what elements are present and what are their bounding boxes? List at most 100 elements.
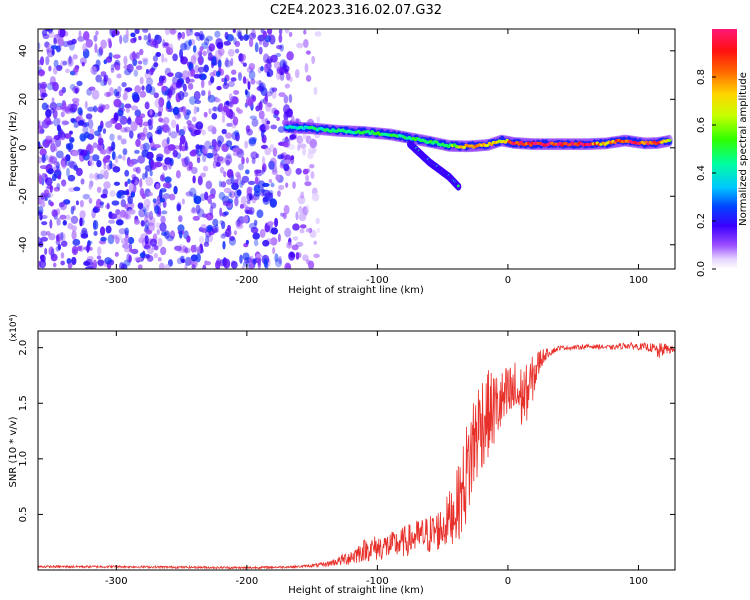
spectrogram-noise-blob: [220, 233, 226, 239]
spectrogram-noise-blob: [67, 103, 75, 112]
spectrogram-noise-blob: [71, 230, 77, 241]
spectrogram-noise-blob: [124, 169, 130, 177]
spectrogram-noise-blob: [188, 39, 192, 47]
spectrogram-noise-blob: [72, 85, 80, 94]
snr-x-label: Height of straight line (km): [288, 585, 424, 596]
spectrogram-noise-blob: [143, 198, 151, 208]
spectrogram-noise-blob: [236, 29, 243, 38]
spectrogram-noise-blob: [60, 111, 65, 118]
spectrogram-noise-blob: [313, 240, 317, 245]
spectrogram-noise-blob: [114, 251, 119, 257]
spectrogram-noise-blob: [49, 156, 58, 164]
spectrogram-noise-blob: [268, 160, 275, 171]
spectrogram-noise-blob: [224, 59, 232, 68]
spectrogram-noise-blob: [282, 104, 291, 115]
spectrogram-noise-blob: [301, 147, 307, 156]
spectrogram-noise-blob: [264, 93, 268, 102]
spectrogram-noise-blob: [79, 57, 87, 65]
spectrogram-noise-blob: [231, 131, 239, 141]
spectrogram-noise-blob: [227, 224, 232, 232]
spectrogram-noise-blob: [71, 225, 77, 232]
spectrogram-noise-blob: [298, 205, 303, 214]
spectrogram-noise-blob: [303, 29, 307, 35]
spectrogram-noise-blob: [41, 29, 48, 37]
spectrogram-noise-blob: [152, 144, 161, 149]
spectrogram-noise-blob: [60, 260, 65, 266]
spectrogram-noise-blob: [149, 109, 153, 116]
spectrogram-noise-blob: [144, 219, 150, 230]
spectrogram-noise-blob: [286, 51, 294, 61]
spectrogram-noise-blob: [259, 124, 266, 132]
spectrogram-noise-blob: [234, 48, 240, 54]
spectrogram-noise-blob: [297, 144, 301, 151]
spectrogram-noise-blob: [189, 96, 197, 105]
spectrogram-noise-blob: [82, 48, 90, 59]
spectrogram-noise-blob: [196, 50, 201, 55]
spectrogram-noise-blob: [297, 195, 306, 205]
spectrogram-noise-blob: [291, 244, 299, 251]
spectrogram-noise-blob: [166, 100, 172, 110]
spectrogram-noise-blob: [274, 258, 283, 268]
spectrogram-noise-blob: [229, 101, 233, 107]
spectrogram-noise-blob: [252, 232, 260, 240]
spectrogram-noise-blob: [63, 133, 72, 139]
spectrogram-noise-blob: [133, 69, 139, 77]
spectrogram-noise-blob: [94, 43, 98, 54]
spectrogram-noise-blob: [133, 219, 140, 225]
spectrogram-noise-blob: [107, 77, 112, 86]
spectrogram-noise-blob: [262, 195, 270, 206]
spectrogram-noise-blob: [50, 142, 56, 153]
spectrogram-noise-blob: [54, 106, 63, 111]
spectrogram-noise-blob: [88, 183, 92, 191]
spectrogram-noise-blob: [100, 193, 108, 199]
spectrogram-noise-blob: [38, 125, 44, 135]
spectrogram-noise-blob: [134, 180, 139, 186]
spectrogram-noise-blob: [307, 151, 314, 160]
spectrogram-noise-blob: [70, 117, 76, 123]
spectrogram-noise-blob: [157, 257, 162, 262]
spectrogram-noise-blob: [242, 76, 247, 84]
snr-y-label: SNR (10 * v/v): [8, 416, 19, 487]
spectrogram-noise-blob: [242, 53, 246, 61]
spectrogram-noise-blob: [95, 74, 102, 83]
spectrogram-noise-blob: [72, 101, 80, 107]
spectrogram-noise-blob: [116, 73, 122, 79]
spectrogram-noise-blob: [214, 98, 221, 103]
spectrogram-noise-blob: [234, 40, 241, 48]
spectrogram-noise-blob: [139, 76, 144, 85]
spectrogram-noise-blob: [72, 67, 79, 73]
spectrogram-noise-blob: [142, 29, 149, 33]
spectrogram-noise-blob: [53, 117, 61, 127]
spectrogram-noise-blob: [162, 123, 169, 132]
spectrogram-noise-blob: [304, 181, 312, 187]
spectrogram-noise-blob: [158, 189, 163, 200]
spectrogram-noise-blob: [141, 57, 149, 62]
spectrogram-noise-blob: [288, 251, 296, 261]
spectrogram-noise-blob: [122, 92, 128, 101]
spectrogram-noise-blob: [160, 246, 167, 256]
spectrogram-noise-blob: [235, 219, 243, 228]
spectrogram-noise-blob: [64, 68, 70, 74]
snr-panel: -300 -200 -100 0 100 0.5 1.0 1.5 2.0 Height of …: [8, 314, 676, 596]
spectrogram-noise-blob: [233, 37, 237, 45]
snr-y-tick-label: 1.0: [18, 451, 29, 467]
spectrogram-noise-blob: [222, 240, 226, 250]
colorbar-tick-label: 0.6: [696, 117, 707, 133]
spectrogram-noise-blob: [142, 173, 146, 181]
spectrogram-noise-blob: [123, 259, 131, 267]
spectrogram-noise-blob: [225, 100, 230, 106]
spectrogram-noise-blob: [265, 261, 269, 269]
spectrogram-noise-blob: [208, 43, 216, 52]
spectrogram-noise-blob: [315, 217, 320, 225]
spectrogram-noise-blob: [55, 102, 63, 107]
spectrogram-noise-blob: [305, 204, 310, 214]
spectrogram-noise-blob: [48, 30, 55, 39]
spectrogram-noise-blob: [172, 53, 178, 62]
spectrogram-noise-blob: [262, 239, 270, 247]
spectrogram-noise-blob: [240, 204, 248, 209]
spectrogram-noise-blob: [306, 259, 311, 265]
spectrogram-noise-blob: [294, 68, 300, 79]
spectrogram-noise-blob: [255, 253, 263, 259]
spectrogram-noise-blob: [288, 31, 293, 37]
